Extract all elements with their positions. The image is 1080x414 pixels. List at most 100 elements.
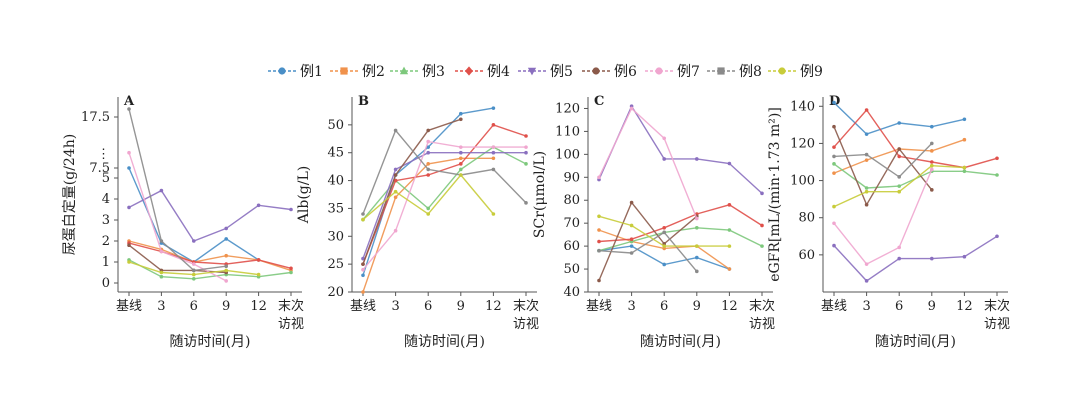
data-point: [127, 107, 131, 111]
data-point: [760, 223, 764, 228]
legend-item: 例4: [455, 64, 510, 80]
y-axis-label: eGFR[mL/(min·1.73 m²)]: [767, 107, 783, 282]
data-point: [897, 189, 901, 194]
y-tick-label: 60: [563, 239, 580, 254]
data-point: [224, 264, 228, 269]
series-例8: [597, 230, 699, 274]
data-point: [760, 191, 764, 196]
data-point: [159, 270, 164, 275]
series-line: [128, 242, 292, 269]
x-tick-label: 末次: [513, 298, 539, 314]
data-point: [426, 139, 431, 144]
y-tick-label: ⋮: [97, 147, 110, 162]
y-tick-label: 5: [102, 171, 110, 186]
x-tick-label: 6: [660, 299, 668, 314]
x-tick-label: 12: [956, 299, 973, 314]
data-point: [459, 167, 463, 172]
legend-label: 例9: [800, 64, 823, 80]
series-例5: [832, 234, 999, 283]
data-point: [459, 162, 463, 166]
series-例9: [832, 163, 967, 209]
legend-label: 例7: [677, 64, 700, 80]
data-point: [962, 137, 967, 142]
data-point: [393, 128, 398, 133]
x-tick-label: 基线: [821, 299, 847, 314]
x-tick-label: 访视: [278, 317, 304, 332]
y-tick-label: 120: [790, 136, 815, 151]
data-point: [597, 228, 601, 232]
data-point: [962, 254, 967, 259]
legend-item: 例6: [582, 64, 637, 80]
data-point: [597, 175, 601, 180]
data-point: [897, 184, 901, 188]
legend-marker: [655, 67, 663, 75]
data-point: [426, 162, 431, 166]
y-axis-label: SCr(μmol/L): [532, 151, 548, 238]
data-point: [629, 200, 634, 205]
data-point: [897, 175, 901, 179]
data-point: [727, 203, 732, 207]
y-tick-label: 25: [327, 257, 344, 272]
series-例6: [832, 124, 934, 207]
data-point: [629, 237, 634, 242]
series-line: [362, 140, 526, 271]
data-point: [832, 145, 836, 149]
data-point: [597, 278, 601, 283]
data-point: [224, 237, 228, 241]
data-point: [962, 169, 967, 174]
data-point: [459, 173, 463, 177]
series-line: [362, 152, 526, 259]
legend-label: 例8: [739, 64, 762, 80]
series-line: [362, 146, 527, 221]
data-point: [289, 266, 293, 271]
data-point: [224, 226, 228, 231]
y-tick-label: 35: [327, 201, 344, 216]
data-point: [930, 167, 934, 172]
data-point: [832, 221, 836, 226]
y-tick-label: 80: [798, 211, 815, 226]
data-point: [393, 167, 398, 172]
data-point: [224, 268, 228, 273]
legend-item: 例2: [330, 64, 385, 80]
series-line: [833, 102, 965, 135]
legend-label: 例4: [487, 64, 510, 80]
data-point: [459, 145, 463, 149]
y-tick-label: 50: [563, 262, 580, 277]
y-tick-label: 60: [798, 248, 815, 263]
data-point: [727, 228, 732, 232]
data-point: [426, 173, 431, 177]
data-point: [127, 205, 131, 210]
data-point: [361, 212, 365, 216]
data-point: [224, 279, 228, 283]
legend-marker: [465, 66, 473, 76]
x-tick-label: 访视: [513, 317, 539, 332]
series-line: [128, 259, 292, 280]
x-tick-label: 3: [157, 299, 165, 314]
series-line: [128, 108, 227, 272]
panel-letter: C: [594, 94, 604, 109]
data-point: [597, 239, 601, 244]
legend-marker: [717, 67, 725, 75]
series-line: [128, 244, 227, 274]
data-point: [832, 162, 836, 166]
data-point: [864, 158, 869, 162]
data-point: [695, 225, 699, 230]
y-tick-label: 0: [102, 276, 110, 291]
series-例1: [832, 100, 967, 136]
data-point: [864, 152, 869, 157]
x-tick-label: 9: [457, 299, 465, 314]
y-tick-label: 100: [555, 147, 580, 162]
series-例9: [361, 173, 496, 222]
y-tick-label: 40: [563, 285, 580, 300]
data-point: [159, 274, 164, 279]
y-tick-label: 90: [563, 170, 580, 185]
x-tick-label: 6: [424, 299, 432, 314]
series-line: [833, 235, 998, 282]
data-point: [393, 173, 398, 177]
data-point: [695, 244, 699, 248]
data-point: [864, 279, 869, 283]
series-例2: [361, 156, 496, 294]
series-例3: [832, 162, 999, 190]
